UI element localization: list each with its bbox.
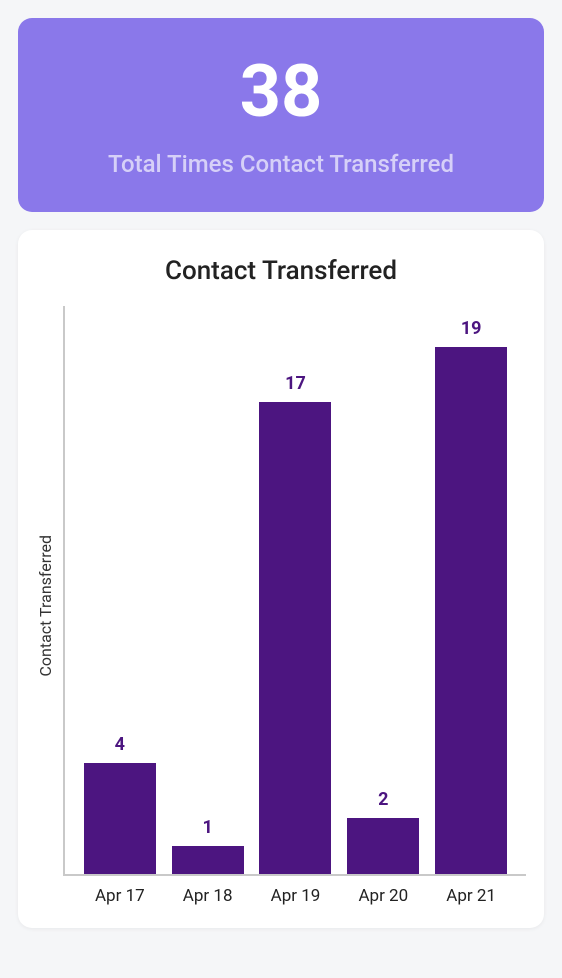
summary-card: 38 Total Times Contact Transferred [18,18,544,212]
bar-wrap: 2 [346,306,420,874]
bar-wrap: 17 [258,306,332,874]
x-tick-label: Apr 21 [434,886,508,906]
bar [347,818,419,874]
bar-value-label: 17 [285,373,306,394]
summary-value: 38 [240,56,323,128]
bar-value-label: 1 [202,817,212,838]
summary-label: Total Times Contact Transferred [108,150,454,178]
bar [435,347,507,874]
bar-value-label: 4 [115,734,125,755]
plot-area: 4 1 17 2 19 [63,306,526,876]
bar [84,763,156,874]
bar-wrap: 4 [83,306,157,874]
bar-wrap: 1 [171,306,245,874]
x-tick-label: Apr 18 [171,886,245,906]
x-tick-label: Apr 20 [346,886,420,906]
x-tick-label: Apr 17 [83,886,157,906]
bar-wrap: 19 [434,306,508,874]
x-axis-ticks: Apr 17 Apr 18 Apr 19 Apr 20 Apr 21 [65,886,526,906]
bar-value-label: 19 [461,318,482,339]
chart-card: Contact Transferred Contact Transferred … [18,230,544,928]
y-axis-label: Contact Transferred [36,535,55,677]
chart-frame: Contact Transferred 4 1 17 2 19 Apr 17 Apr 18… [36,306,526,906]
bar [259,402,331,874]
plot-column: 4 1 17 2 19 Apr 17 Apr 18 Apr 19 Apr 20 Apr 21 [63,306,526,906]
x-tick-label: Apr 19 [258,886,332,906]
bar-value-label: 2 [378,789,388,810]
bar [172,846,244,874]
chart-title: Contact Transferred [36,256,526,286]
